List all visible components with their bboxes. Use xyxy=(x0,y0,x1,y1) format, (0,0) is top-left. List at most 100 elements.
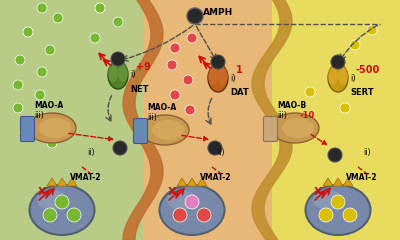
Ellipse shape xyxy=(208,67,218,85)
Text: MAO-A: MAO-A xyxy=(34,101,63,110)
Circle shape xyxy=(170,90,180,100)
Polygon shape xyxy=(47,178,57,186)
Ellipse shape xyxy=(338,67,348,85)
Circle shape xyxy=(113,17,123,27)
Bar xyxy=(272,0,400,240)
Polygon shape xyxy=(57,178,67,186)
Circle shape xyxy=(113,141,127,155)
Text: iii): iii) xyxy=(34,111,44,120)
Text: ii): ii) xyxy=(87,148,94,157)
Ellipse shape xyxy=(39,118,71,138)
Circle shape xyxy=(328,148,342,162)
Circle shape xyxy=(340,103,350,113)
Text: VMAT-2: VMAT-2 xyxy=(346,173,378,182)
Circle shape xyxy=(37,67,47,77)
Text: X: X xyxy=(38,187,46,197)
Ellipse shape xyxy=(108,64,118,82)
Circle shape xyxy=(319,208,333,222)
Circle shape xyxy=(350,40,360,50)
Circle shape xyxy=(20,128,30,138)
Circle shape xyxy=(211,55,225,69)
Circle shape xyxy=(167,60,177,70)
Text: -10: -10 xyxy=(300,111,315,120)
Circle shape xyxy=(187,8,203,24)
Ellipse shape xyxy=(306,185,370,235)
Text: X: X xyxy=(168,187,176,197)
Text: MAO-B: MAO-B xyxy=(277,101,306,110)
Text: +9: +9 xyxy=(136,62,151,72)
Circle shape xyxy=(40,113,50,123)
Ellipse shape xyxy=(37,190,67,210)
Ellipse shape xyxy=(167,190,197,210)
Polygon shape xyxy=(187,178,197,186)
FancyBboxPatch shape xyxy=(20,116,34,142)
Text: SERT: SERT xyxy=(350,88,374,97)
Ellipse shape xyxy=(328,67,338,85)
Text: NET: NET xyxy=(130,85,148,94)
Circle shape xyxy=(167,120,177,130)
Bar xyxy=(143,0,272,240)
Bar xyxy=(0,0,143,240)
Ellipse shape xyxy=(160,185,224,235)
Text: VMAT-2: VMAT-2 xyxy=(200,173,232,182)
Circle shape xyxy=(343,208,357,222)
Circle shape xyxy=(15,55,25,65)
Circle shape xyxy=(37,3,47,13)
Ellipse shape xyxy=(282,118,314,138)
Circle shape xyxy=(183,75,193,85)
Polygon shape xyxy=(343,178,353,186)
Text: MAO-A: MAO-A xyxy=(147,103,176,112)
Circle shape xyxy=(55,195,69,209)
Text: iii): iii) xyxy=(147,113,157,122)
Polygon shape xyxy=(67,178,77,186)
Circle shape xyxy=(331,55,345,69)
Circle shape xyxy=(23,27,33,37)
Ellipse shape xyxy=(118,64,128,82)
Circle shape xyxy=(185,195,199,209)
Circle shape xyxy=(185,105,195,115)
Ellipse shape xyxy=(30,185,94,235)
Circle shape xyxy=(90,33,100,43)
Circle shape xyxy=(53,13,63,23)
Text: VMAT-2: VMAT-2 xyxy=(70,173,102,182)
Ellipse shape xyxy=(271,113,319,143)
Polygon shape xyxy=(197,178,207,186)
FancyBboxPatch shape xyxy=(264,116,278,142)
Circle shape xyxy=(47,138,57,148)
Text: i): i) xyxy=(130,71,136,79)
Ellipse shape xyxy=(208,64,228,92)
Ellipse shape xyxy=(152,120,184,140)
Text: AMPH: AMPH xyxy=(203,8,233,17)
Circle shape xyxy=(95,3,105,13)
Ellipse shape xyxy=(108,61,128,89)
Circle shape xyxy=(187,33,197,43)
Circle shape xyxy=(305,87,315,97)
Ellipse shape xyxy=(28,113,76,143)
Circle shape xyxy=(331,195,345,209)
Ellipse shape xyxy=(313,190,343,210)
FancyBboxPatch shape xyxy=(134,119,148,144)
Circle shape xyxy=(208,141,222,155)
Text: -500: -500 xyxy=(356,65,380,75)
Ellipse shape xyxy=(218,67,228,85)
Circle shape xyxy=(13,103,23,113)
Text: 1: 1 xyxy=(236,65,243,75)
Circle shape xyxy=(173,208,187,222)
Ellipse shape xyxy=(141,115,189,145)
Text: ii): ii) xyxy=(363,148,370,157)
Text: DAT: DAT xyxy=(230,88,249,97)
Circle shape xyxy=(43,208,57,222)
Text: iii): iii) xyxy=(277,111,287,120)
Circle shape xyxy=(67,208,81,222)
Polygon shape xyxy=(323,178,333,186)
Text: ii): ii) xyxy=(217,148,224,157)
Circle shape xyxy=(13,80,23,90)
Ellipse shape xyxy=(328,64,348,92)
Polygon shape xyxy=(333,178,343,186)
Polygon shape xyxy=(177,178,187,186)
Circle shape xyxy=(170,43,180,53)
Circle shape xyxy=(197,208,211,222)
Text: i): i) xyxy=(350,73,356,83)
Text: i): i) xyxy=(230,73,236,83)
Circle shape xyxy=(35,90,45,100)
